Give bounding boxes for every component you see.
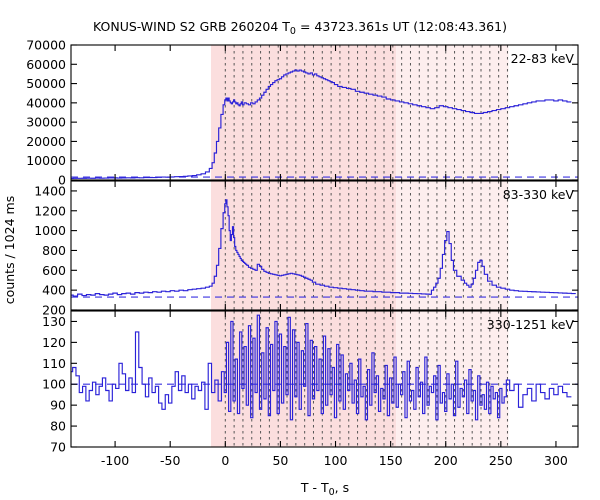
- panel-frame: [70, 180, 579, 311]
- y-tick-label: 70: [50, 440, 66, 455]
- y-tick-label: 10000: [26, 153, 66, 168]
- panel-frame: [70, 310, 579, 448]
- panel-2: 200 400 600 800 1000 1200 1400 83-330 keV: [34, 180, 579, 318]
- y-tick-label: 80: [50, 419, 66, 434]
- burst-shaded-region-tail: [396, 45, 509, 180]
- panel-3: 70 80 90 100 110 120 130 330-1251 keV: [42, 310, 579, 455]
- y-tick-label: 30000: [26, 115, 66, 130]
- y-tick-label: 110: [42, 356, 66, 371]
- panel-energy-label-3: 330-1251 keV: [487, 317, 575, 332]
- y-tick-label: 70000: [26, 38, 66, 53]
- y-tick-label: 90: [50, 398, 66, 413]
- y-tick-label: 120: [42, 335, 66, 350]
- y-tick-label: 50000: [26, 76, 66, 91]
- y-tick-label: 40000: [26, 95, 66, 110]
- x-tick-label: 300: [544, 453, 568, 468]
- y-tick-label: 200: [42, 303, 66, 318]
- panel-energy-label-1: 22-83 keV: [511, 51, 575, 66]
- x-axis-title: T - T0, s: [300, 480, 349, 498]
- x-tick-label: 0: [221, 453, 229, 468]
- x-tick-label: 200: [434, 453, 458, 468]
- x-tick-label: 250: [489, 453, 513, 468]
- y-tick-label: 600: [42, 263, 66, 278]
- light-curve-2: [71, 199, 576, 297]
- panel-energy-label-2: 83-330 keV: [503, 187, 575, 202]
- x-tick-label: -50: [160, 453, 180, 468]
- panels-group: 01000020000300004000050000600007000022-8…: [26, 38, 579, 468]
- x-tick-label: 150: [379, 453, 403, 468]
- burst-shaded-region-tail: [396, 181, 509, 310]
- y-tick-label: 100: [42, 377, 66, 392]
- y-tick-label: 130: [42, 314, 66, 329]
- x-tick-label: 50: [272, 453, 288, 468]
- y-axis-title: counts / 1024 ms: [2, 196, 17, 304]
- light-curve-1: [71, 69, 572, 180]
- y-tick-label: 400: [42, 283, 66, 298]
- panel-1: 0 10000 20000 30000 40000 50000 60000 70000 22-8…: [26, 38, 579, 188]
- panel-frame: [70, 44, 579, 181]
- burst-shaded-region: [210, 45, 397, 180]
- y-tick-label: 800: [42, 243, 66, 258]
- y-tick-label: 20000: [26, 134, 66, 149]
- y-tick-label: 1200: [34, 203, 66, 218]
- x-tick-label: -100: [101, 453, 129, 468]
- y-tick-label: 1000: [34, 223, 66, 238]
- y-tick-label: 60000: [26, 57, 66, 72]
- y-tick-label: 0: [58, 173, 66, 188]
- light-curve-3: [71, 314, 572, 421]
- page-title: KONUS-WIND S2 GRB 260204 T0 = 43723.361s…: [93, 19, 507, 37]
- burst-shaded-region: [210, 181, 397, 310]
- y-tick-label: 1400: [34, 183, 66, 198]
- x-tick-label: 100: [324, 453, 348, 468]
